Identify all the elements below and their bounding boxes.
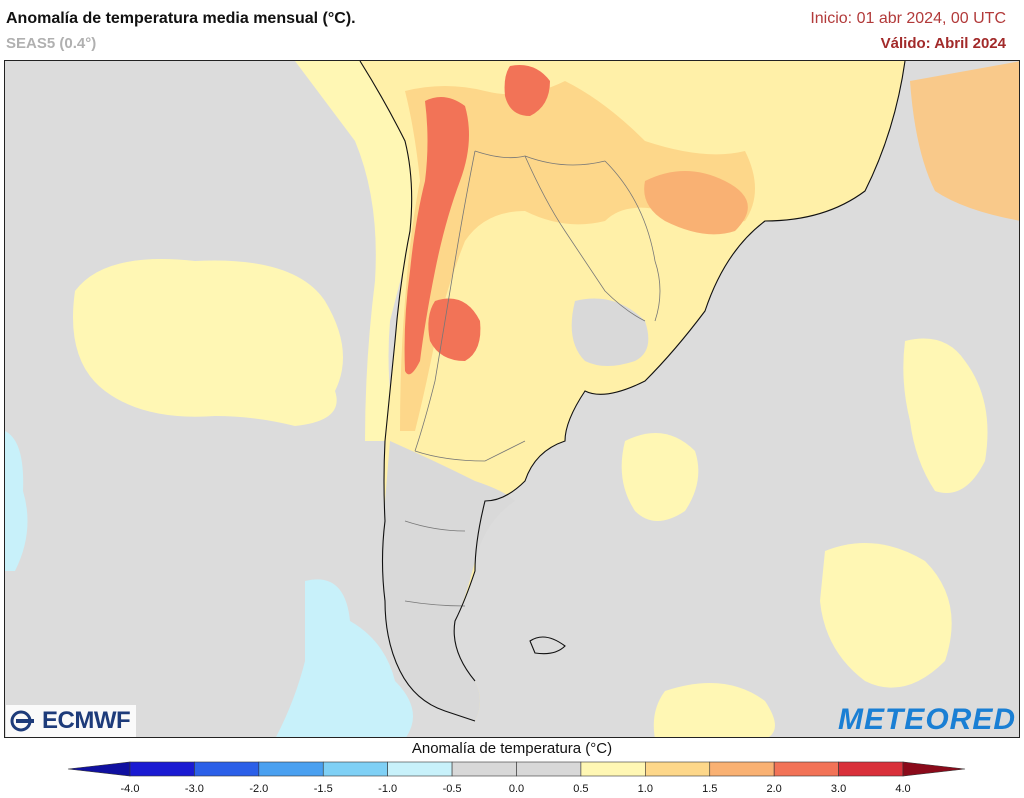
legend-tick-label: -3.0 — [184, 783, 204, 795]
neutral-patagonia — [381, 441, 515, 721]
legend-tick-label: 0.0 — [508, 783, 525, 795]
warm-patch-atlantic-2 — [820, 543, 952, 688]
legend-color-bin — [516, 761, 582, 777]
coastline — [359, 61, 906, 722]
ecmwf-logo: ECMWF — [6, 705, 137, 737]
init-time: Inicio: 01 abr 2024, 00 UTC — [810, 10, 1006, 27]
legend-color-bin — [838, 761, 904, 777]
warm-anomaly-coast — [295, 61, 565, 441]
legend-tick-label: 2.0 — [766, 783, 782, 795]
legend-tick-label: 0.5 — [573, 783, 589, 795]
warm-patch-atlantic-3 — [903, 338, 988, 493]
hot-anomaly-cuyo — [428, 298, 481, 361]
legend-color-bin — [322, 761, 388, 777]
legend-under-arrow — [67, 761, 131, 777]
legend-title: Anomalía de temperatura (°C) — [411, 740, 613, 757]
ecmwf-logo-text: ECMWF — [42, 707, 131, 734]
legend-tick-label: 1.5 — [702, 783, 718, 795]
cold-anomaly-west — [5, 431, 28, 571]
legend-tick-label: -1.0 — [378, 783, 398, 795]
warm-anomaly-atlantic-ne — [910, 61, 1019, 221]
legend-tick-label: 3.0 — [830, 783, 847, 795]
legend-color-bin — [129, 761, 195, 777]
legend-color-bin — [580, 761, 646, 777]
legend-color-bin — [773, 761, 839, 777]
legend-color-bin — [451, 761, 517, 777]
map-title: Anomalía de temperatura media mensual (°… — [6, 10, 356, 27]
legend-tick-label: -1.5 — [313, 783, 333, 795]
legend-color-bin — [387, 761, 453, 777]
warm-patch-atlantic-1 — [621, 433, 699, 521]
map-panel[interactable] — [4, 60, 1020, 738]
valid-period: Válido: Abril 2024 — [880, 35, 1006, 52]
legend-tick-label: -2.0 — [249, 783, 269, 795]
legend-color-bin — [709, 761, 775, 777]
model-label: SEAS5 (0.4°) — [6, 35, 97, 52]
warm-anomaly-brazil — [644, 171, 748, 235]
moderate-anomaly-north — [400, 81, 755, 431]
hot-anomaly-andes — [404, 97, 469, 375]
legend-tick-label: -4.0 — [120, 783, 140, 795]
legend-tick-label: -0.5 — [442, 783, 462, 795]
hot-anomaly-bolivia — [504, 65, 550, 116]
legend-color-bin — [194, 761, 260, 777]
ecmwf-icon — [10, 710, 34, 732]
legend-tick-label: 1.0 — [637, 783, 653, 795]
anomaly-map — [5, 61, 1019, 737]
continent-land — [360, 61, 905, 721]
legend-color-bin — [645, 761, 711, 777]
country-borders — [404, 150, 661, 607]
cold-anomaly-southwest — [276, 579, 413, 737]
legend-colorbar — [67, 761, 966, 777]
legend-tick-label: 4.0 — [895, 783, 911, 795]
neutral-uruguay — [571, 298, 649, 366]
warm-anomaly-pacific — [73, 259, 343, 426]
warm-patch-atlantic-4 — [653, 683, 775, 737]
meteored-logo: METEORED — [837, 703, 1016, 736]
legend-color-bin — [258, 761, 324, 777]
legend-over-arrow — [902, 761, 966, 777]
